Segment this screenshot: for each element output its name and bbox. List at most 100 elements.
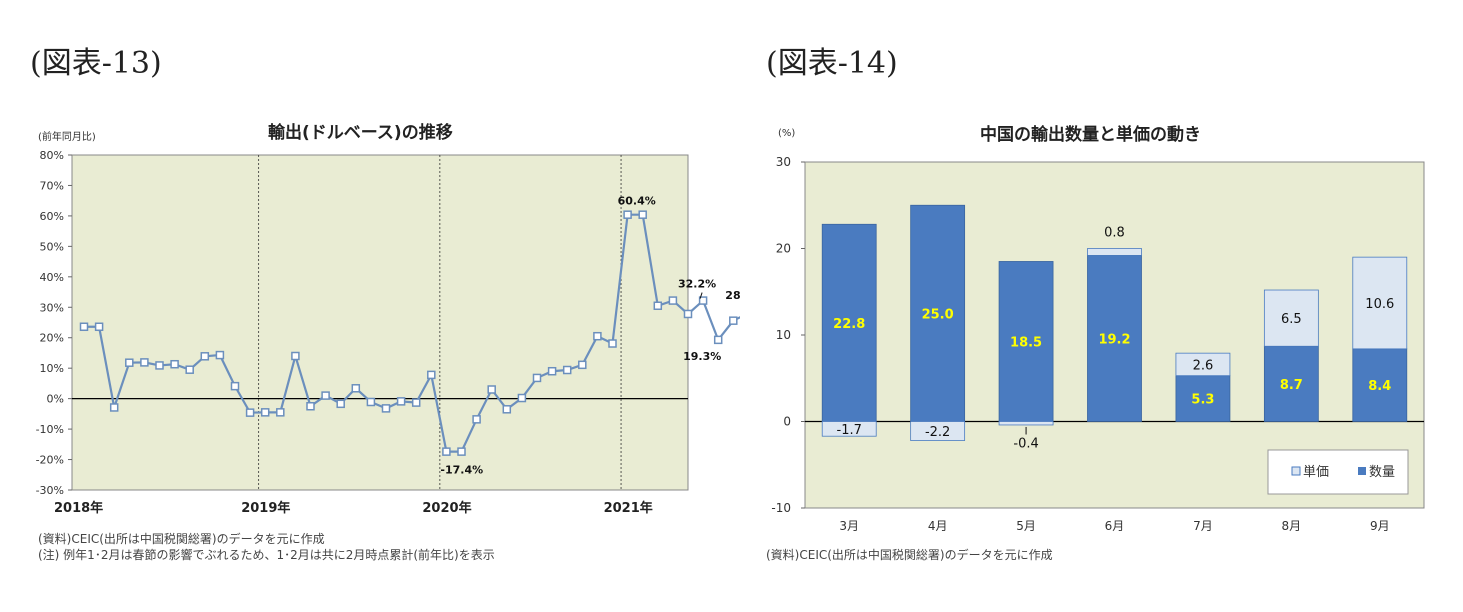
chart-13-unit: (前年同月比) xyxy=(38,132,96,143)
unit-price-value-label: -0.4 xyxy=(1013,437,1038,452)
figure-14-label: (図表-14) xyxy=(766,46,898,81)
data-point xyxy=(487,385,496,394)
plot-area xyxy=(71,154,689,491)
data-point xyxy=(185,365,194,374)
data-point xyxy=(547,366,557,376)
y-tick-label: -20% xyxy=(36,454,64,467)
unit-price-bar xyxy=(821,421,877,437)
volume-value-label: 5.3 xyxy=(1191,393,1214,408)
x-category-label: 9月 xyxy=(1370,519,1390,533)
data-point xyxy=(427,370,436,380)
volume-bar xyxy=(1263,345,1319,422)
unit-price-value-label: 6.5 xyxy=(1281,312,1302,327)
annotation-label: 28.1% xyxy=(725,289,740,302)
data-point xyxy=(276,408,285,417)
y-tick-label: 60% xyxy=(40,210,64,223)
x-year-label: 2019年 xyxy=(241,500,290,516)
data-point xyxy=(336,399,345,409)
data-point xyxy=(502,405,512,414)
volume-value-label: 22.8 xyxy=(833,317,865,332)
data-point xyxy=(291,351,300,361)
x-year-label: 2021年 xyxy=(604,500,653,516)
y-tick-label: 80% xyxy=(40,149,64,162)
y-tick-label: 70% xyxy=(40,179,64,192)
annotation-label: 32.2% xyxy=(678,278,716,291)
y-tick-label: 0% xyxy=(47,393,64,406)
unit-price-bar xyxy=(910,421,966,441)
x-year-label: 2020年 xyxy=(422,500,471,516)
legend-label-unit-price: 単価 xyxy=(1303,464,1329,480)
data-point xyxy=(578,360,587,370)
y-tick-label: 40% xyxy=(40,271,64,284)
legend: 単価 数量 xyxy=(1267,449,1409,495)
unit-price-bar xyxy=(1175,352,1231,377)
volume-bar xyxy=(998,261,1054,422)
data-point xyxy=(562,365,572,375)
volume-value-label: 8.4 xyxy=(1368,379,1391,394)
volume-bar xyxy=(821,223,877,422)
unit-price-value-label: 10.6 xyxy=(1365,297,1394,312)
chart-14-unit: (%) xyxy=(778,128,796,139)
data-point xyxy=(245,408,255,417)
x-category-label: 6月 xyxy=(1105,519,1125,533)
annotation-trough: -17.4% xyxy=(440,464,483,477)
data-point xyxy=(125,358,134,367)
y-tick-label: -10 xyxy=(771,501,791,515)
data-point xyxy=(713,335,723,345)
y-tick-label: 50% xyxy=(40,240,64,253)
unit-price-bar xyxy=(998,421,1054,426)
data-point xyxy=(593,331,602,341)
unit-price-bar xyxy=(1352,256,1408,350)
data-point xyxy=(638,210,647,219)
data-point xyxy=(306,402,315,411)
chart-14-title: 中国の輸出数量と単価の動き xyxy=(980,125,1201,145)
data-point xyxy=(200,352,210,361)
x-category-label: 4月 xyxy=(928,519,948,533)
export-series-line xyxy=(84,213,740,453)
y-tick-label: 30 xyxy=(776,155,791,169)
data-point xyxy=(351,384,361,393)
annotation-peak: 60.4% xyxy=(618,195,656,208)
data-point xyxy=(396,397,406,406)
unit-price-value-label: -2.2 xyxy=(925,425,950,440)
y-tick-label: 20% xyxy=(40,332,64,345)
volume-value-label: 8.7 xyxy=(1280,378,1303,393)
x-category-label: 7月 xyxy=(1193,519,1213,533)
data-point xyxy=(457,447,466,456)
volume-bar xyxy=(910,204,966,422)
data-point xyxy=(683,309,693,319)
data-point xyxy=(608,339,617,348)
x-category-label: 5月 xyxy=(1016,519,1036,533)
chart-13-footnote: (注) 例年1･2月は春節の影響でぶれるため、1･2月は共に2月時点累計(前年比… xyxy=(38,548,495,562)
y-tick-label: 0 xyxy=(783,415,791,429)
data-point xyxy=(109,403,119,412)
data-point xyxy=(472,415,481,424)
unit-price-value-label: 0.8 xyxy=(1104,226,1125,241)
data-point xyxy=(411,398,421,407)
data-point xyxy=(79,322,89,332)
legend-swatch-unit-price xyxy=(1291,466,1301,476)
export-line-chart: 80% 70% 60% 50% 40% 30% 20% 10% 0% -10% -20% -30% 20… xyxy=(36,149,740,516)
legend-label-volume: 数量 xyxy=(1369,465,1395,480)
volume-value-label: 18.5 xyxy=(1010,335,1042,350)
chart-13-source-note: (資料)CEIC(出所は中国税関総署)のデータを元に作成 xyxy=(38,532,325,546)
y-tick-label: 30% xyxy=(40,301,64,314)
data-point xyxy=(729,316,738,325)
y-tick-label: -30% xyxy=(36,484,64,497)
volume-bar xyxy=(1175,375,1231,422)
unit-price-value-label: 2.6 xyxy=(1193,358,1214,373)
data-point xyxy=(366,397,376,407)
chart-13-title: 輸出(ドルベース)の推移 xyxy=(268,123,453,143)
data-point xyxy=(668,296,678,305)
unit-price-value-label: -1.7 xyxy=(837,423,862,438)
data-point xyxy=(215,350,225,360)
data-point xyxy=(321,391,330,400)
data-point xyxy=(230,381,240,391)
data-point xyxy=(170,359,179,369)
figure-13-label: (図表-13) xyxy=(30,46,162,81)
legend-swatch-volume xyxy=(1358,467,1366,475)
data-point xyxy=(260,408,270,417)
data-point xyxy=(653,301,663,310)
data-point xyxy=(698,296,708,305)
